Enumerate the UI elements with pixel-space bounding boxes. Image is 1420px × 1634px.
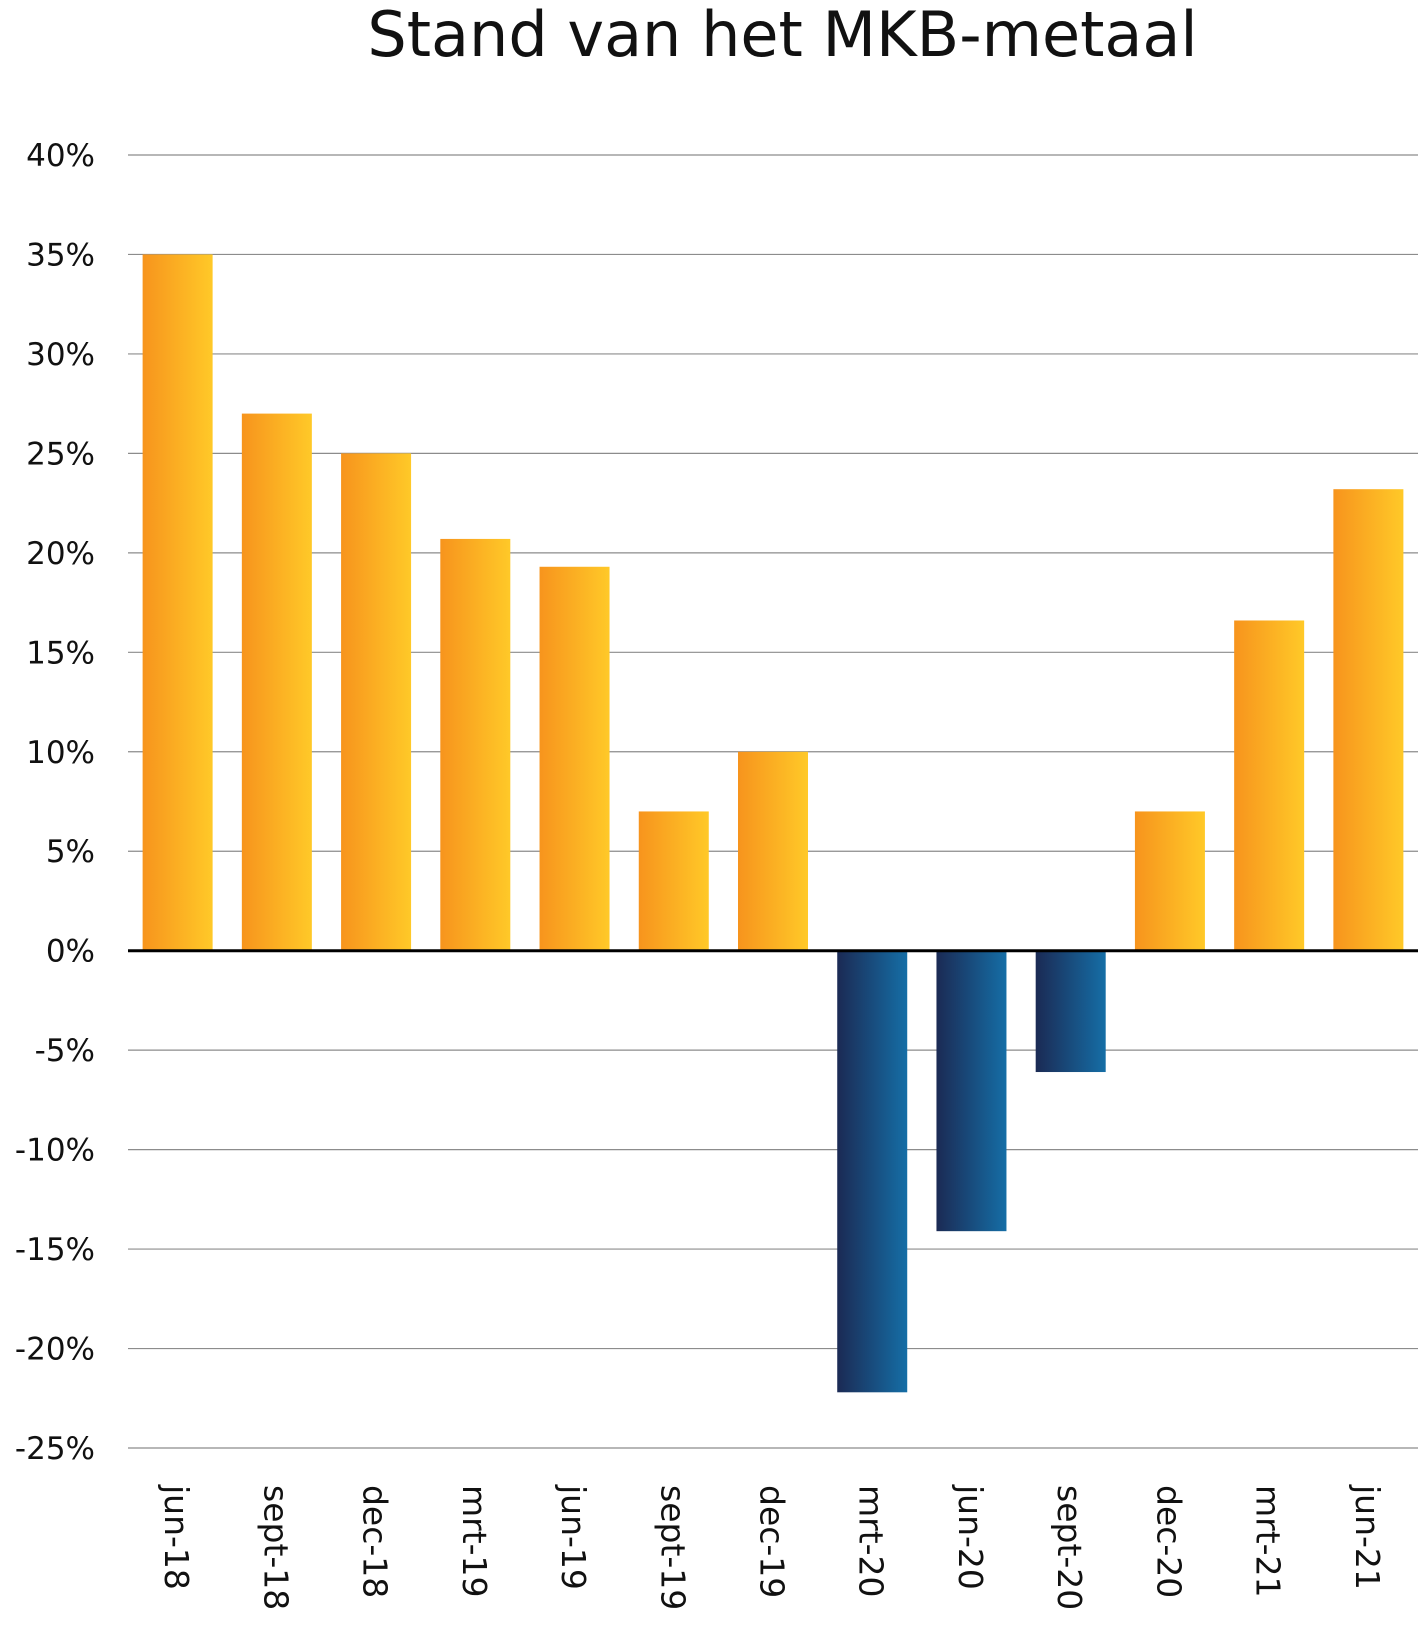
bar-jun-21 bbox=[1333, 489, 1404, 951]
bar-jun-20 bbox=[936, 950, 1007, 1232]
bar-jun-18 bbox=[142, 254, 213, 951]
bar-sept-19 bbox=[638, 811, 709, 951]
x-tick-label: jun-20 bbox=[951, 1484, 990, 1590]
y-tick-label: 40% bbox=[26, 138, 95, 174]
bar-mrt-19 bbox=[440, 538, 511, 951]
y-tick-label: 5% bbox=[46, 834, 95, 870]
y-tick-label: -10% bbox=[15, 1133, 95, 1169]
y-tick-label: 30% bbox=[26, 337, 95, 373]
y-tick-label: 15% bbox=[26, 635, 95, 671]
bar-dec-19 bbox=[738, 751, 808, 951]
y-tick-label: -20% bbox=[15, 1332, 95, 1368]
y-axis-ticks: 40% 35% 30% 25% 20% 15% 10% 5% 0% -5% -10% -15% -20%… bbox=[15, 138, 95, 1467]
x-tick-label: dec-19 bbox=[753, 1485, 792, 1598]
bar-jun-19 bbox=[539, 566, 610, 951]
y-tick-label: 20% bbox=[26, 536, 95, 572]
bar-sept-20 bbox=[1035, 950, 1106, 1073]
x-tick-label: dec-20 bbox=[1149, 1485, 1188, 1598]
chart-title: Stand van het MKB-metaal bbox=[367, 0, 1198, 71]
bar-mrt-21 bbox=[1234, 620, 1305, 951]
x-tick-label: jun-21 bbox=[1348, 1484, 1387, 1590]
bar-sept-18 bbox=[241, 413, 312, 951]
x-tick-label: jun-19 bbox=[554, 1484, 593, 1590]
x-tick-label: sept-18 bbox=[256, 1485, 295, 1610]
x-tick-label: dec-18 bbox=[356, 1485, 395, 1598]
y-tick-label: -15% bbox=[15, 1232, 95, 1268]
y-tick-label: 35% bbox=[26, 237, 95, 273]
x-tick-label: sept-20 bbox=[1050, 1485, 1089, 1610]
bars bbox=[142, 254, 1404, 1393]
x-tick-label: jun-18 bbox=[157, 1484, 196, 1590]
bar-mrt-20 bbox=[837, 950, 908, 1393]
bar-dec-20 bbox=[1134, 811, 1205, 951]
y-tick-label: 25% bbox=[26, 436, 95, 472]
y-tick-label: 0% bbox=[46, 934, 95, 970]
bar-dec-18 bbox=[341, 453, 412, 951]
x-tick-label: mrt-19 bbox=[455, 1485, 494, 1598]
y-tick-label: -25% bbox=[15, 1431, 95, 1467]
x-tick-label: sept-19 bbox=[653, 1485, 692, 1610]
x-tick-label: mrt-20 bbox=[852, 1485, 891, 1598]
x-axis-labels: jun-18 sept-18 dec-18 mrt-19 jun-19 sept-19 de… bbox=[157, 1484, 1387, 1610]
x-tick-label: mrt-21 bbox=[1249, 1485, 1288, 1598]
y-tick-label: -5% bbox=[35, 1033, 95, 1069]
y-tick-label: 10% bbox=[26, 735, 95, 771]
